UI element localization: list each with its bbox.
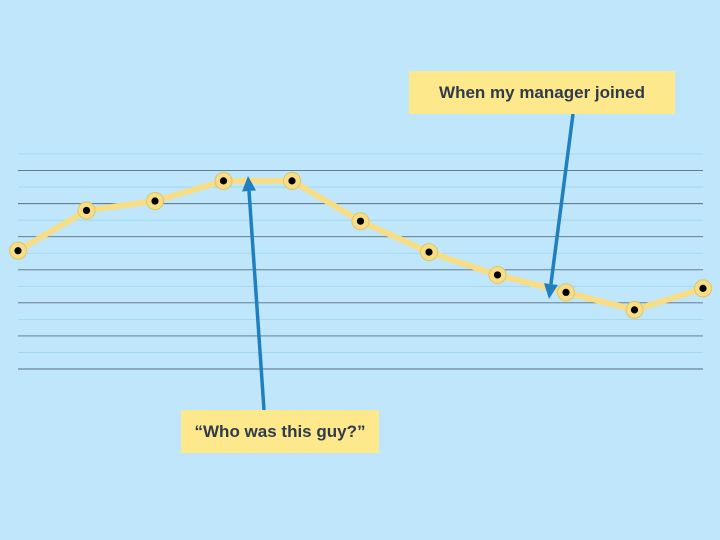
data-point-dot: [14, 247, 22, 255]
data-point-dot: [493, 271, 502, 279]
data-point: [214, 171, 233, 190]
annotation-arrows: [242, 113, 575, 411]
gridlines: [18, 153, 703, 370]
series-line-group: [15, 177, 706, 313]
data-point: [351, 212, 370, 231]
data-point: [694, 279, 712, 298]
data-point-dot: [151, 197, 159, 205]
annotation-who-was-this-guy: “Who was this guy?”: [181, 410, 379, 453]
data-point-dot: [425, 248, 433, 256]
data-point-dot: [82, 206, 91, 215]
data-point-dot: [219, 177, 228, 185]
data-point-dot: [630, 306, 639, 314]
data-point-dot: [699, 284, 707, 292]
arrow-manager-joined: [543, 113, 575, 299]
data-point: [488, 265, 507, 284]
data-point-dot: [356, 217, 365, 225]
arrow-head: [242, 176, 257, 192]
arrow-head: [543, 283, 558, 299]
data-point-dot: [288, 177, 296, 185]
data-points: [9, 171, 712, 319]
arrow-shaft: [247, 190, 266, 411]
arrow-shaft: [549, 113, 575, 285]
data-point: [625, 300, 644, 319]
data-point: [557, 283, 575, 302]
annotation-manager-joined: When my manager joined: [409, 71, 675, 114]
series-line: [15, 177, 706, 313]
arrow-who-was-this-guy: [242, 176, 266, 411]
data-point-dot: [562, 288, 570, 297]
data-point: [146, 192, 164, 211]
data-point: [9, 241, 27, 260]
data-point: [283, 171, 301, 190]
data-point: [420, 243, 438, 262]
data-point: [77, 201, 96, 220]
